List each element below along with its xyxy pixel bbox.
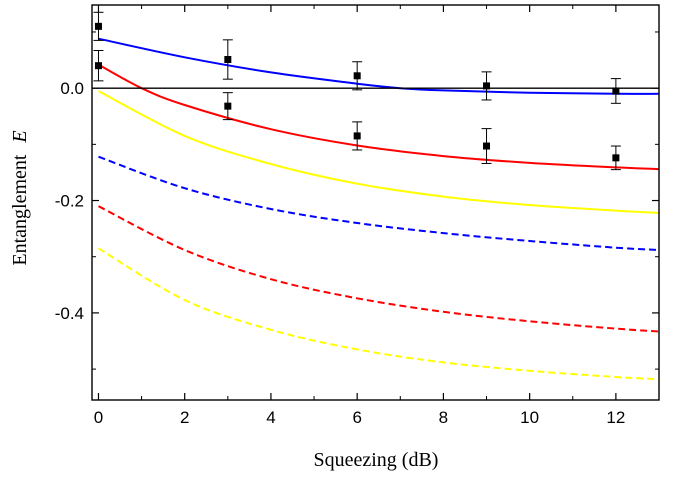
y-axis-title-symbol: E	[9, 130, 31, 143]
data-point-4	[224, 102, 232, 110]
y-tick-label: 0.0	[60, 79, 84, 98]
error-bars-layer	[93, 11, 621, 171]
x-tick-label: 8	[439, 408, 448, 427]
curves-layer	[97, 37, 660, 381]
series-line-5	[98, 205, 660, 333]
y-axis-title: Entanglement E	[9, 130, 31, 265]
points-layer	[94, 22, 620, 162]
data-point-7	[483, 82, 491, 90]
data-point-5	[353, 72, 361, 80]
series-line-1	[98, 37, 660, 95]
tick-labels-layer: 0 2 4 6 8 10 12 -0.4 -0.2 0.0	[55, 79, 626, 427]
x-axis-title: Squeezing (dB)	[314, 449, 439, 471]
x-tick-label: 12	[606, 408, 625, 427]
data-point-9	[612, 87, 620, 95]
y-tick-label: -0.4	[55, 304, 84, 323]
series-line-2	[98, 63, 660, 171]
y-axis-title-main: Entanglement	[9, 154, 31, 266]
x-tick-label: 6	[352, 408, 361, 427]
x-tick-label: 0	[94, 408, 103, 427]
data-point-10	[612, 154, 620, 162]
x-tick-label: 4	[266, 408, 275, 427]
data-point-2	[94, 62, 102, 70]
ticks-layer	[92, 5, 660, 400]
data-point-6	[353, 132, 361, 140]
series-line-6	[97, 247, 660, 381]
series-line-4	[98, 155, 660, 251]
plot-frame	[91, 4, 660, 401]
y-tick-label: -0.2	[55, 192, 84, 211]
data-point-1	[94, 22, 102, 30]
x-tick-label: 2	[180, 408, 189, 427]
data-point-8	[483, 142, 491, 150]
series-line-3	[98, 90, 660, 214]
x-tick-label: 10	[520, 408, 539, 427]
data-point-3	[224, 56, 232, 64]
